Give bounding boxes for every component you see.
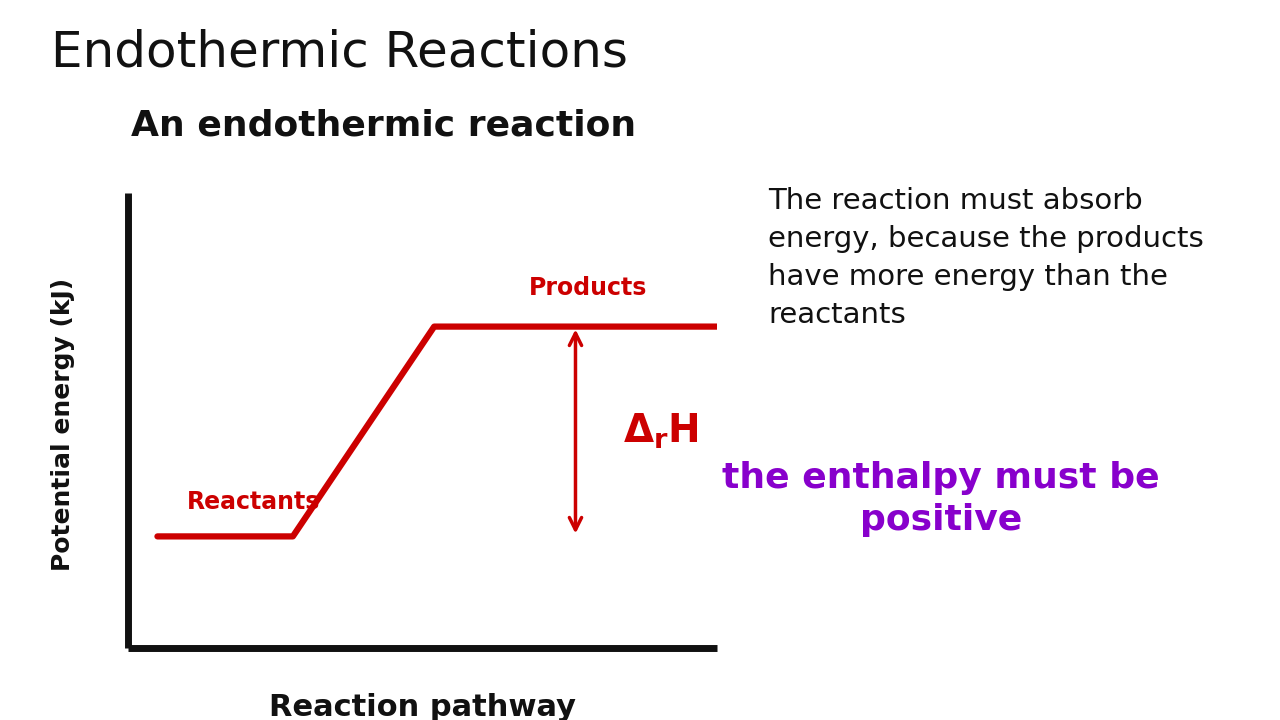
Text: Endothermic Reactions: Endothermic Reactions xyxy=(51,29,628,77)
Text: Reactants: Reactants xyxy=(187,490,320,514)
Text: $\mathbf{\Delta_r H}$: $\mathbf{\Delta_r H}$ xyxy=(622,412,699,451)
Text: Potential energy (kJ): Potential energy (kJ) xyxy=(51,278,76,572)
Text: Products: Products xyxy=(529,276,646,300)
Text: An endothermic reaction: An endothermic reaction xyxy=(132,108,636,142)
Text: the enthalpy must be
positive: the enthalpy must be positive xyxy=(722,461,1160,537)
Text: Reaction pathway: Reaction pathway xyxy=(269,693,576,720)
Text: The reaction must absorb
energy, because the products
have more energy than the
: The reaction must absorb energy, because… xyxy=(768,187,1203,329)
